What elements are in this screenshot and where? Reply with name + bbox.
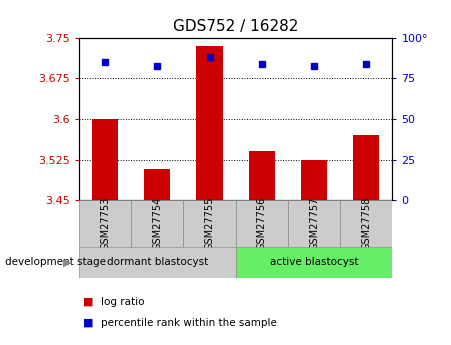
Bar — [340, 200, 392, 247]
Bar — [79, 247, 236, 278]
Title: GDS752 / 16282: GDS752 / 16282 — [173, 19, 298, 34]
Bar — [197, 46, 223, 200]
Bar — [236, 247, 392, 278]
Text: GSM27754: GSM27754 — [152, 197, 162, 250]
Text: GSM27753: GSM27753 — [100, 197, 110, 250]
Text: dormant blastocyst: dormant blastocyst — [106, 257, 208, 267]
Bar — [131, 200, 184, 247]
Text: percentile rank within the sample: percentile rank within the sample — [101, 318, 277, 327]
Text: GSM27758: GSM27758 — [361, 197, 371, 250]
Bar — [144, 169, 170, 200]
Text: ▶: ▶ — [64, 257, 72, 267]
Text: development stage: development stage — [5, 257, 106, 267]
Text: log ratio: log ratio — [101, 297, 145, 307]
Bar — [184, 200, 236, 247]
Bar — [79, 200, 131, 247]
Bar — [301, 159, 327, 200]
Text: GSM27756: GSM27756 — [257, 197, 267, 250]
Bar — [92, 119, 118, 200]
Bar — [353, 135, 379, 200]
Text: active blastocyst: active blastocyst — [270, 257, 358, 267]
Bar — [236, 200, 288, 247]
Text: GSM27755: GSM27755 — [204, 197, 215, 250]
Text: ■: ■ — [83, 297, 94, 307]
Text: GSM27757: GSM27757 — [309, 197, 319, 250]
Bar — [249, 151, 275, 200]
Bar — [288, 200, 340, 247]
Text: ■: ■ — [83, 318, 94, 327]
